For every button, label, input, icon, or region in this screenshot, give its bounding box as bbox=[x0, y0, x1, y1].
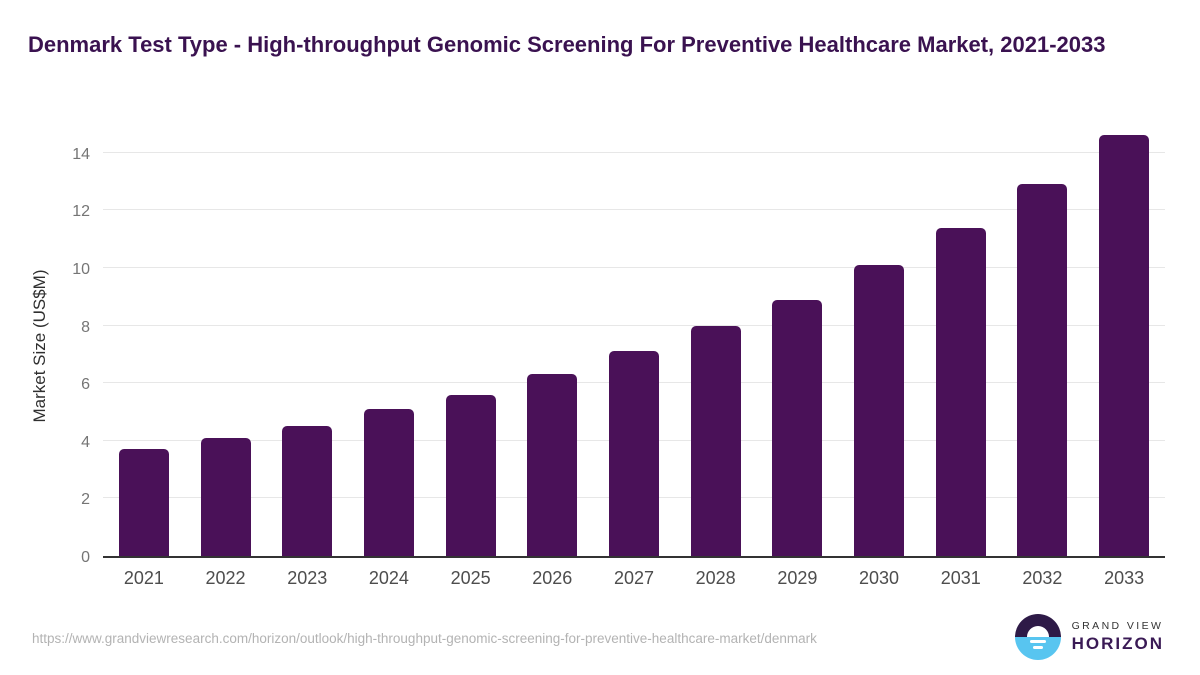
y-tick-label-0: 0 bbox=[81, 549, 90, 566]
x-tick-label-2033: 2033 bbox=[1104, 568, 1145, 588]
x-tick-label-2024: 2024 bbox=[368, 568, 409, 588]
grandview-horizon-logo: GRAND VIEW HORIZON bbox=[1014, 614, 1164, 660]
x-tick-label-2028: 2028 bbox=[695, 568, 736, 588]
bar-slot-2030 bbox=[838, 133, 920, 556]
horizon-sun-icon bbox=[1014, 614, 1061, 660]
y-tick-label-6: 6 bbox=[81, 376, 90, 394]
gridline-12 bbox=[103, 209, 1165, 211]
bar-series bbox=[103, 133, 1165, 556]
bar-2024 bbox=[363, 409, 414, 556]
x-tick-label-2032: 2032 bbox=[1022, 568, 1063, 588]
x-tick-label-2025: 2025 bbox=[450, 568, 491, 588]
bar-slot-2021 bbox=[103, 133, 185, 556]
x-axis-tick-labels: 2021 2022 2023 2024 2025 2026 2027 2028 2029 2030… bbox=[103, 568, 1165, 589]
y-tick-label-14: 14 bbox=[72, 145, 90, 163]
bar-2026 bbox=[527, 374, 578, 556]
bar-2022 bbox=[200, 437, 251, 556]
logo-brand-name: GRAND VIEW bbox=[1071, 619, 1164, 632]
bar-slot-2031 bbox=[920, 133, 1002, 556]
bar-slot-2027 bbox=[593, 133, 675, 556]
y-tick-label-2: 2 bbox=[81, 491, 90, 509]
plot-area bbox=[103, 133, 1165, 558]
source-url: https://www.grandviewresearch.com/horizo… bbox=[32, 631, 817, 646]
bar-slot-2024 bbox=[348, 133, 430, 556]
bar-slot-2032 bbox=[1002, 133, 1084, 556]
x-tick-label-2023: 2023 bbox=[287, 568, 328, 588]
y-tick-label-12: 12 bbox=[72, 203, 90, 221]
x-tick-label-2027: 2027 bbox=[613, 568, 654, 588]
gridline-10 bbox=[103, 266, 1165, 268]
bar-slot-2029 bbox=[757, 133, 839, 556]
y-tick-label-4: 4 bbox=[81, 433, 90, 451]
chart-title: Denmark Test Type - High-throughput Geno… bbox=[28, 32, 1106, 57]
bar-slot-2028 bbox=[675, 133, 757, 556]
x-tick-label-2030: 2030 bbox=[859, 568, 900, 588]
y-tick-label-10: 10 bbox=[72, 260, 90, 278]
bar-slot-2025 bbox=[430, 133, 512, 556]
bar-2021 bbox=[118, 449, 169, 556]
bar-2033 bbox=[1099, 135, 1150, 556]
bar-slot-2022 bbox=[185, 133, 267, 556]
bar-slot-2023 bbox=[266, 133, 348, 556]
bar-slot-2026 bbox=[511, 133, 593, 556]
bar-2027 bbox=[608, 351, 659, 556]
x-tick-label-2031: 2031 bbox=[940, 568, 981, 588]
y-axis-tick-labels: 0 2 4 6 8 10 12 14 bbox=[0, 133, 90, 566]
gridline-14 bbox=[103, 151, 1165, 153]
bar-2032 bbox=[1017, 184, 1068, 556]
y-tick-label-8: 8 bbox=[81, 318, 90, 336]
logo-product-name: HORIZON bbox=[1071, 633, 1164, 653]
x-tick-label-2022: 2022 bbox=[205, 568, 246, 588]
bar-2031 bbox=[935, 227, 986, 556]
x-tick-label-2021: 2021 bbox=[123, 568, 164, 588]
bar-2023 bbox=[282, 426, 333, 556]
x-tick-label-2026: 2026 bbox=[532, 568, 573, 588]
bar-slot-2033 bbox=[1083, 133, 1165, 556]
bar-2028 bbox=[690, 325, 741, 556]
bar-2025 bbox=[445, 394, 496, 556]
x-tick-label-2029: 2029 bbox=[777, 568, 818, 588]
gridline-8 bbox=[103, 324, 1165, 326]
bar-2030 bbox=[854, 264, 905, 556]
bar-2029 bbox=[772, 299, 823, 556]
